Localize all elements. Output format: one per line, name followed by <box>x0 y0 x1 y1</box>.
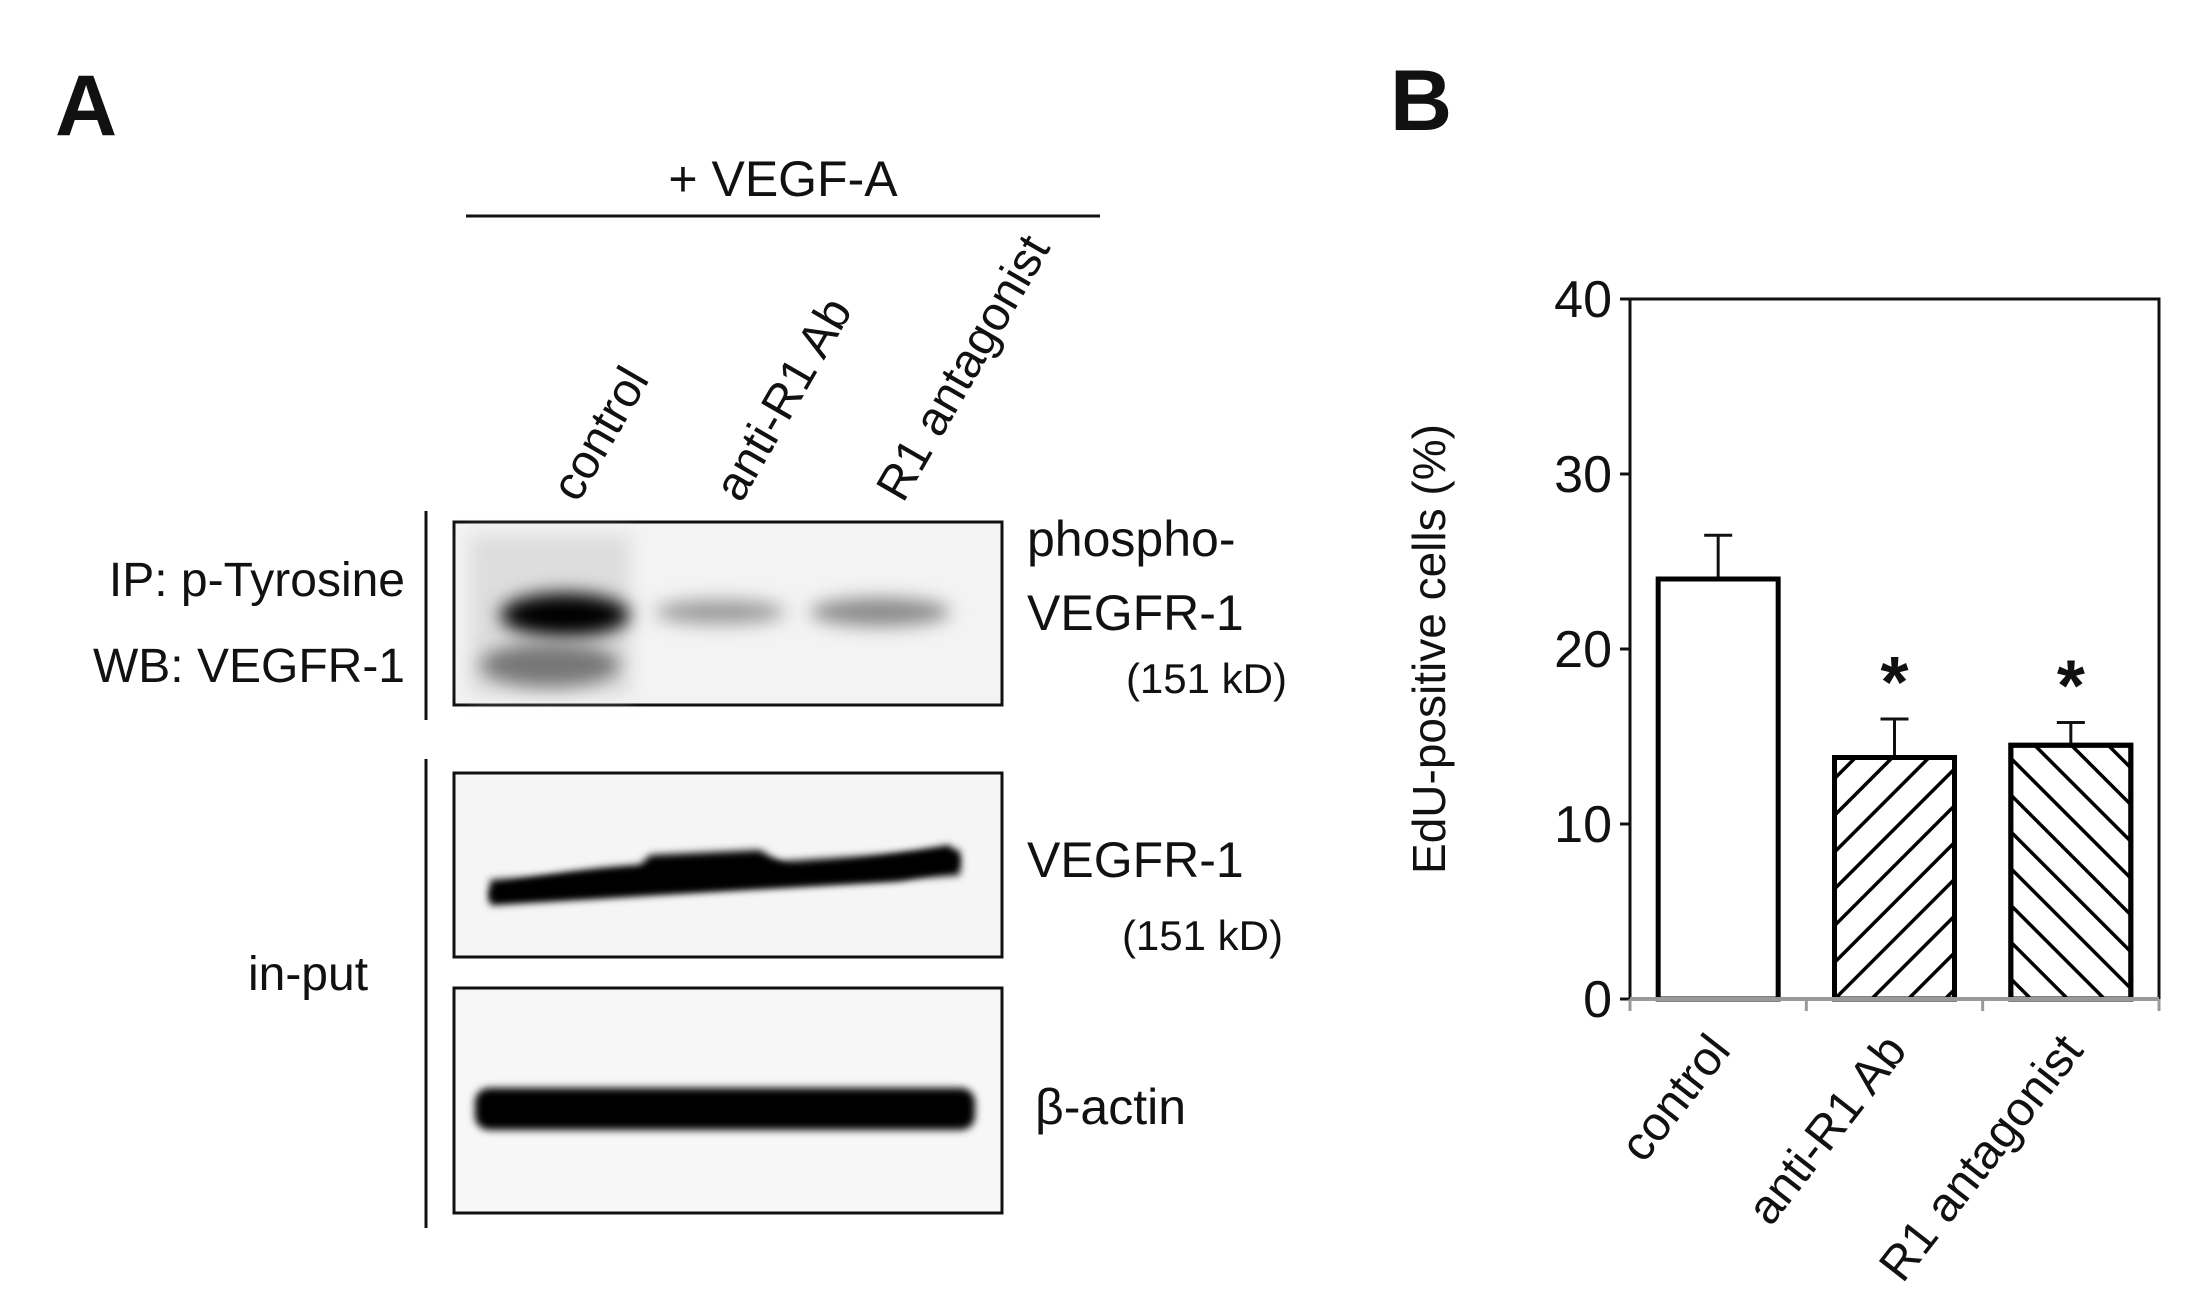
x-tick-label: control <box>1610 1025 1740 1171</box>
panel-label: A <box>55 58 117 154</box>
lane-label: anti-R1 Ab <box>705 289 863 510</box>
significance-mark: * <box>1880 643 1908 723</box>
y-axis-label: EdU-positive cells (%) <box>1403 424 1455 874</box>
y-tick-label: 30 <box>1554 446 1612 504</box>
wb-label: WB: VEGFR-1 <box>93 640 405 693</box>
blot <box>452 771 1004 959</box>
lane-label: control <box>542 358 660 509</box>
bar-hatch <box>2008 742 2134 1002</box>
blot <box>452 986 1004 1215</box>
y-tick-label: 40 <box>1554 271 1612 329</box>
ip-label: IP: p-Tyrosine <box>109 554 405 607</box>
blot-label: VEGFR-1 <box>1027 585 1244 641</box>
input-label: in-put <box>248 948 368 1001</box>
bar-hatch <box>1832 755 1957 1002</box>
blot-label: phospho- <box>1027 511 1236 567</box>
y-tick-label: 10 <box>1554 796 1612 854</box>
blot-label: β-actin <box>1035 1079 1186 1135</box>
blot-size: (151 kD) <box>1126 655 1287 702</box>
bar <box>1655 576 1781 1002</box>
y-tick-label: 20 <box>1554 621 1612 679</box>
y-tick-label: 0 <box>1583 971 1612 1029</box>
blot <box>452 520 1004 707</box>
treatment-label: + VEGF-A <box>668 151 898 207</box>
x-tick-label: anti-R1 Ab <box>1737 1025 1917 1234</box>
panel-label: B <box>1390 53 1452 149</box>
lane-label: R1 antagonist <box>867 226 1061 509</box>
significance-mark: * <box>2057 647 2085 727</box>
blot-size: (151 kD) <box>1122 912 1283 959</box>
blot-label: VEGFR-1 <box>1027 832 1244 888</box>
